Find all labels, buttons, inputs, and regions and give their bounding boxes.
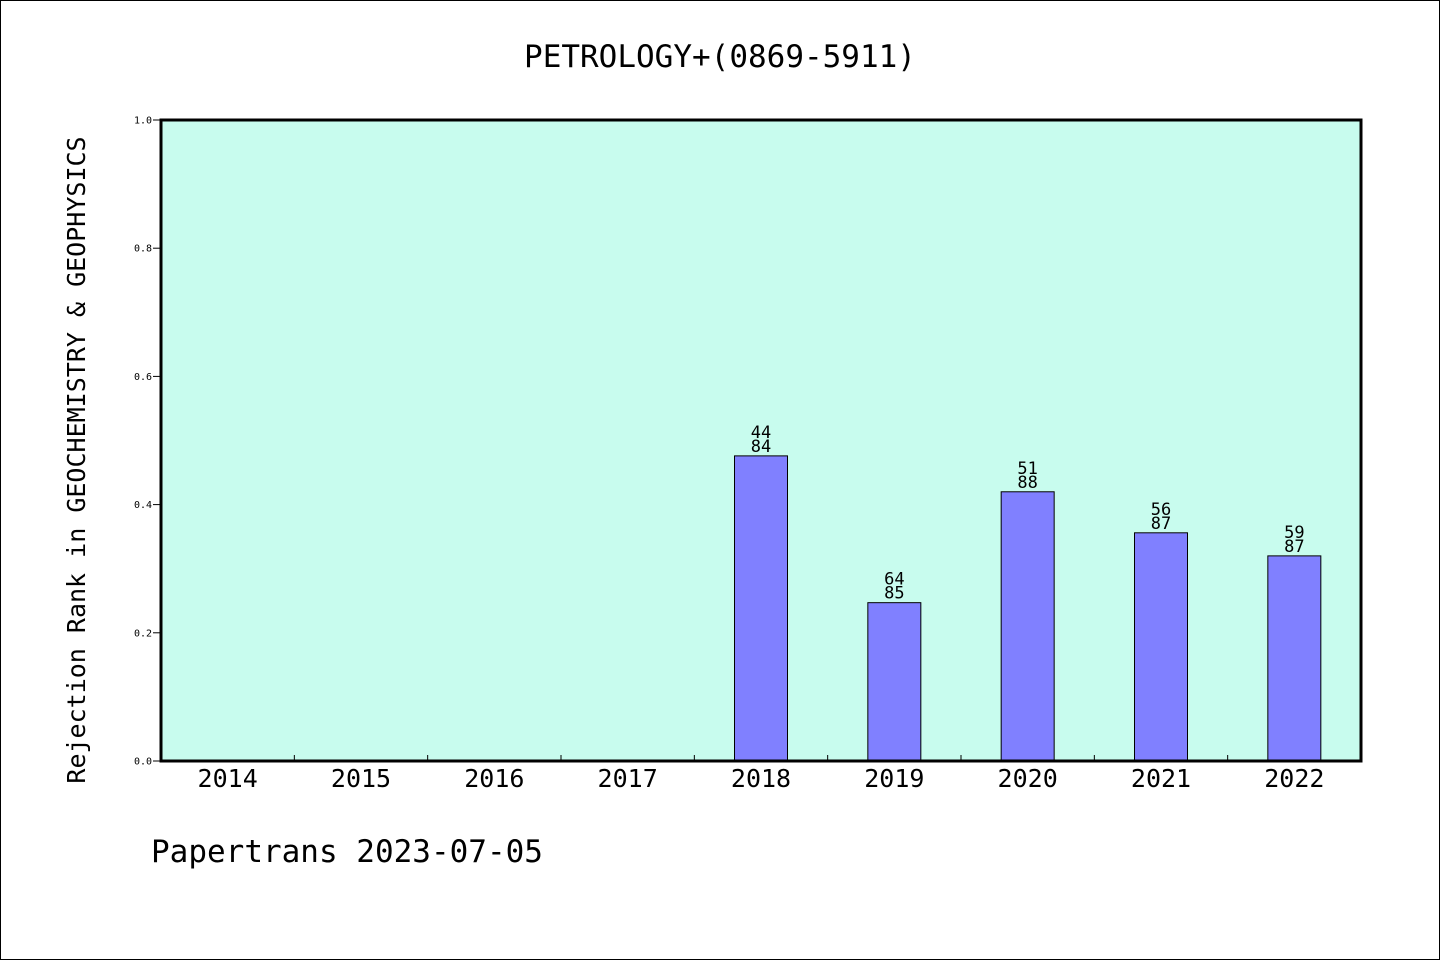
x-tick-label: 2015: [331, 764, 391, 793]
bar: [1267, 555, 1322, 762]
y-tick-label: 0.4: [134, 500, 152, 511]
bar-label-total: 85: [884, 584, 904, 604]
bar: [734, 455, 788, 762]
y-tick-label: 0.6: [134, 372, 152, 383]
plot-border: [159, 118, 1363, 763]
x-tick-label: 2019: [864, 764, 924, 793]
chart-title: PETROLOGY+(0869-5911): [524, 39, 916, 75]
y-tick-label: 1.0: [134, 116, 152, 127]
plot-area: 0.0 0.2 0.4 0.6 0.8 1.0 2014 2015 2016 2017 2018 44…: [134, 116, 1363, 793]
bar: [1134, 532, 1188, 762]
x-tick-label: 2014: [198, 764, 258, 793]
x-tick-label: 2018: [731, 764, 791, 793]
bar-label-rank: 44: [751, 423, 771, 443]
bar-label-rank: 59: [1284, 523, 1304, 543]
footer-source-date: Papertrans 2023-07-05: [151, 834, 543, 870]
bar-label-rank: 56: [1151, 500, 1171, 520]
y-tick-label: 0.2: [134, 628, 152, 639]
bar-label-total: 87: [1284, 537, 1304, 557]
y-tick-label: 0.8: [134, 244, 152, 255]
bar-label-total: 84: [751, 437, 771, 457]
x-tick-label: 2016: [464, 764, 524, 793]
y-tick-label: 0.0: [134, 757, 152, 768]
y-axis-label: Rejection Rank in GEOCHEMISTRY & GEOPHYS…: [62, 136, 91, 783]
bar-label-rank: 64: [884, 570, 904, 590]
x-tick-label: 2021: [1131, 764, 1191, 793]
bar: [867, 602, 922, 762]
bar-label-rank: 51: [1017, 459, 1037, 479]
bar: [1000, 491, 1055, 762]
x-tick-label: 2020: [998, 764, 1058, 793]
x-tick-label: 2022: [1264, 764, 1324, 793]
bar-label-total: 88: [1017, 473, 1037, 493]
bar-label-total: 87: [1151, 514, 1171, 534]
x-tick-label: 2017: [598, 764, 658, 793]
